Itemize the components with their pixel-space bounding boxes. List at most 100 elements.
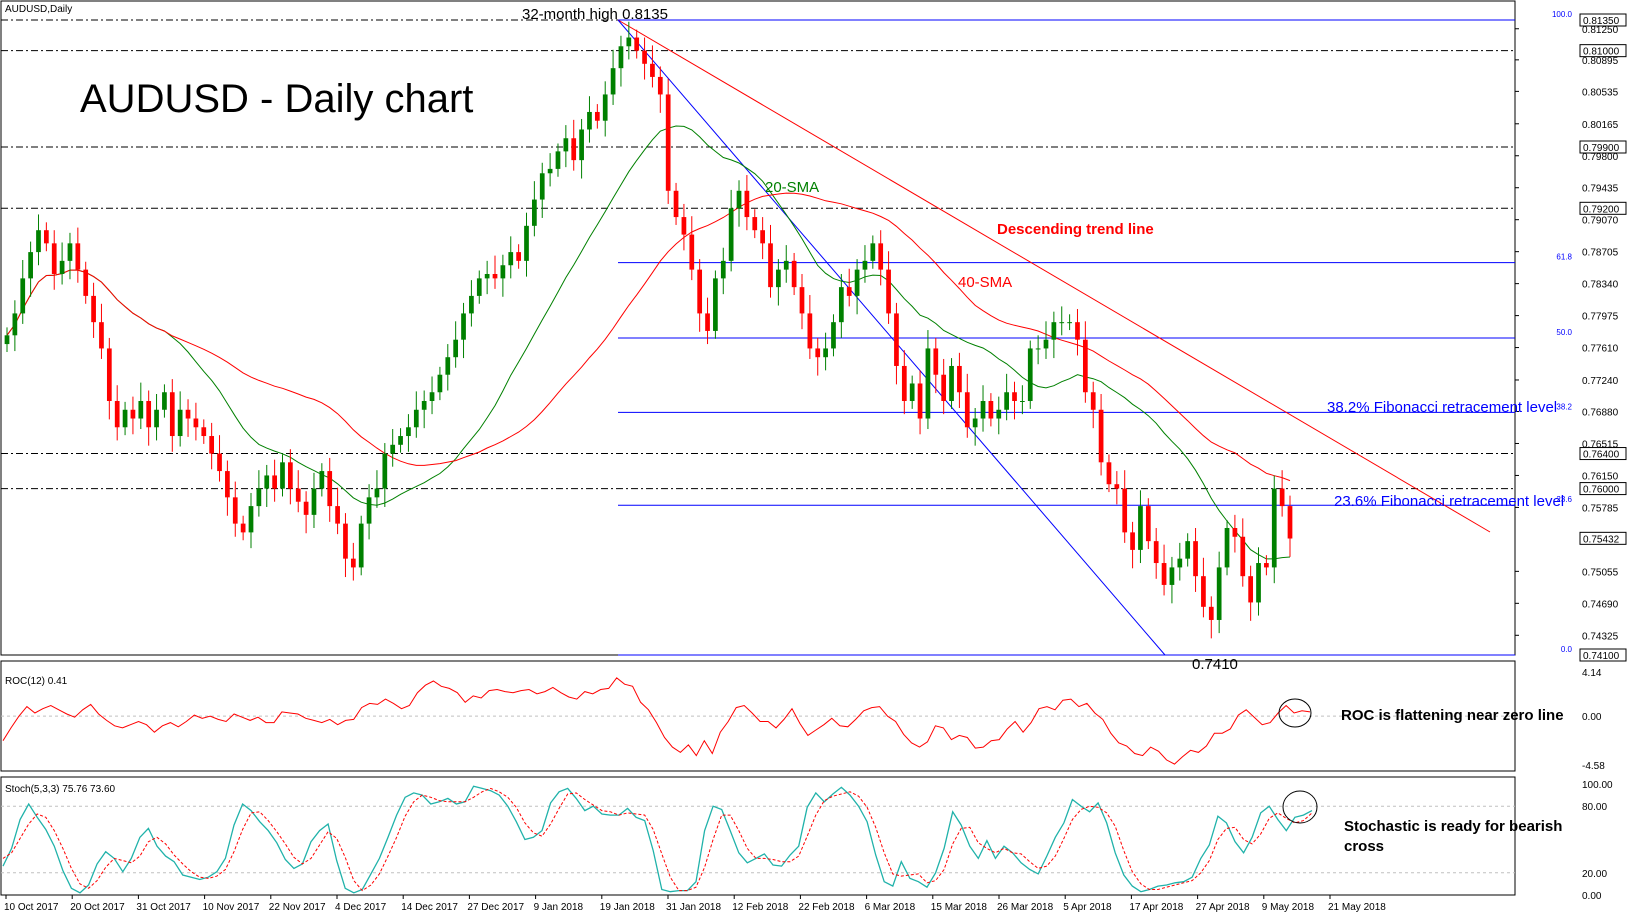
price-tick-label: 0.79435 [1582, 184, 1619, 195]
candle-body [413, 409, 419, 428]
sma20-line [6, 125, 1291, 560]
price-tick-label: 0.77240 [1582, 376, 1619, 387]
level-price-box [1579, 44, 1627, 58]
candle-body [563, 138, 569, 152]
candle-body [154, 409, 159, 428]
candle-body [909, 383, 915, 401]
fib-ratio-label: 23.6 [1556, 495, 1572, 504]
candle-body [1020, 401, 1025, 402]
candle-body [1279, 488, 1285, 507]
roc-note: ROC is flattening near zero line [1341, 707, 1564, 724]
date-tick-label: 21 May 2018 [1328, 902, 1386, 913]
candle-body [516, 252, 521, 261]
price-tick-label: 0.75055 [1582, 567, 1619, 578]
candle-body [122, 409, 128, 428]
candle-body [917, 383, 923, 419]
descending-trend-line [617, 19, 1491, 533]
roc-label: ROC(12) 0.41 [5, 676, 68, 687]
price-tick-label: 0.75785 [1582, 503, 1619, 514]
candle-body [657, 76, 663, 95]
candle-body [406, 427, 411, 437]
low-annotation: 0.7410 [1192, 656, 1238, 673]
candle-body [335, 506, 340, 524]
stoch-tick-label: 100.00 [1582, 780, 1613, 791]
candle-body [1004, 392, 1009, 410]
candle-body [1248, 576, 1254, 603]
symbol-label: AUDUSD,Daily [5, 4, 72, 15]
date-tick-label: 20 Oct 2017 [70, 902, 125, 913]
candle-body [539, 173, 545, 200]
candle-body [854, 269, 860, 296]
candle-body [43, 230, 49, 244]
candle-body [1271, 488, 1277, 568]
candle-body [232, 497, 238, 524]
price-tick-label: 0.78340 [1582, 280, 1619, 291]
last-price-box [1579, 531, 1627, 545]
candle-body [713, 278, 718, 331]
candle-body [618, 46, 624, 69]
candle-body [1106, 462, 1112, 485]
sma40-line [6, 192, 1291, 482]
date-tick-label: 19 Jan 2018 [600, 902, 655, 913]
candle-body [500, 265, 506, 279]
candle-body [476, 278, 482, 296]
level-price-box [1579, 201, 1627, 215]
candle-body [12, 313, 18, 336]
price-tick-label: 0.78705 [1582, 248, 1619, 259]
candle-body [209, 436, 215, 454]
trend-line-label: Descending trend line [997, 221, 1154, 238]
stoch-k-line [2, 785, 1313, 894]
date-tick-label: 9 Jan 2018 [534, 902, 584, 913]
stoch-tick-label: 0.00 [1582, 891, 1602, 902]
date-tick-label: 14 Dec 2017 [401, 902, 458, 913]
candle-body [642, 50, 647, 64]
level-price-box [1579, 648, 1627, 662]
candle-body [823, 348, 828, 358]
sma-group [6, 125, 1291, 560]
candle-body [453, 339, 459, 358]
date-tick-label: 5 Apr 2018 [1063, 902, 1112, 913]
candle-body [870, 243, 876, 261]
candle-body [524, 225, 529, 261]
candle-body [594, 111, 600, 121]
candle-body [295, 488, 301, 502]
candle-body [949, 365, 954, 401]
candle-body [20, 278, 26, 314]
candle-body [1264, 563, 1269, 568]
candle-body [248, 506, 254, 533]
candles-group [4, 21, 1293, 639]
last-price-label: 0.75432 [1583, 534, 1620, 545]
candle-body [610, 68, 616, 95]
date-tick-label: 22 Feb 2018 [798, 902, 855, 913]
candle-body [1035, 348, 1041, 350]
candle-body [1201, 576, 1206, 607]
candle-body [728, 208, 734, 261]
candle-body [1059, 322, 1065, 324]
candle-body [532, 199, 537, 226]
level-price-label: 0.76400 [1583, 450, 1620, 461]
candle-body [1256, 563, 1261, 603]
stoch-label: Stoch(5,3,3) 75.76 73.60 [5, 784, 116, 795]
candle-body [185, 409, 191, 419]
candle-body [398, 436, 403, 445]
level-price-label: 0.81000 [1583, 47, 1620, 58]
roc-tick-label: -4.58 [1582, 761, 1605, 772]
fib-ratio-label: 0.0 [1561, 645, 1573, 654]
candle-body [343, 523, 348, 559]
date-tick-label: 10 Nov 2017 [203, 902, 260, 913]
level-price-label: 0.79900 [1583, 143, 1620, 154]
candle-body [91, 295, 96, 323]
fib-ratio-label: 61.8 [1556, 253, 1572, 262]
roc-line [2, 677, 1311, 765]
fibonacci-group: 100.0 61.8 50.0 38.2 23.6 0.0 [618, 10, 1573, 656]
candle-body [650, 63, 655, 77]
candle-body [437, 374, 443, 393]
candle-body [1027, 348, 1033, 401]
price-tick-label: 0.76880 [1582, 408, 1619, 419]
fib-ratio-label: 38.2 [1556, 402, 1572, 411]
candle-body [1130, 532, 1135, 550]
candle-body [579, 129, 584, 161]
candle-body [634, 37, 640, 51]
